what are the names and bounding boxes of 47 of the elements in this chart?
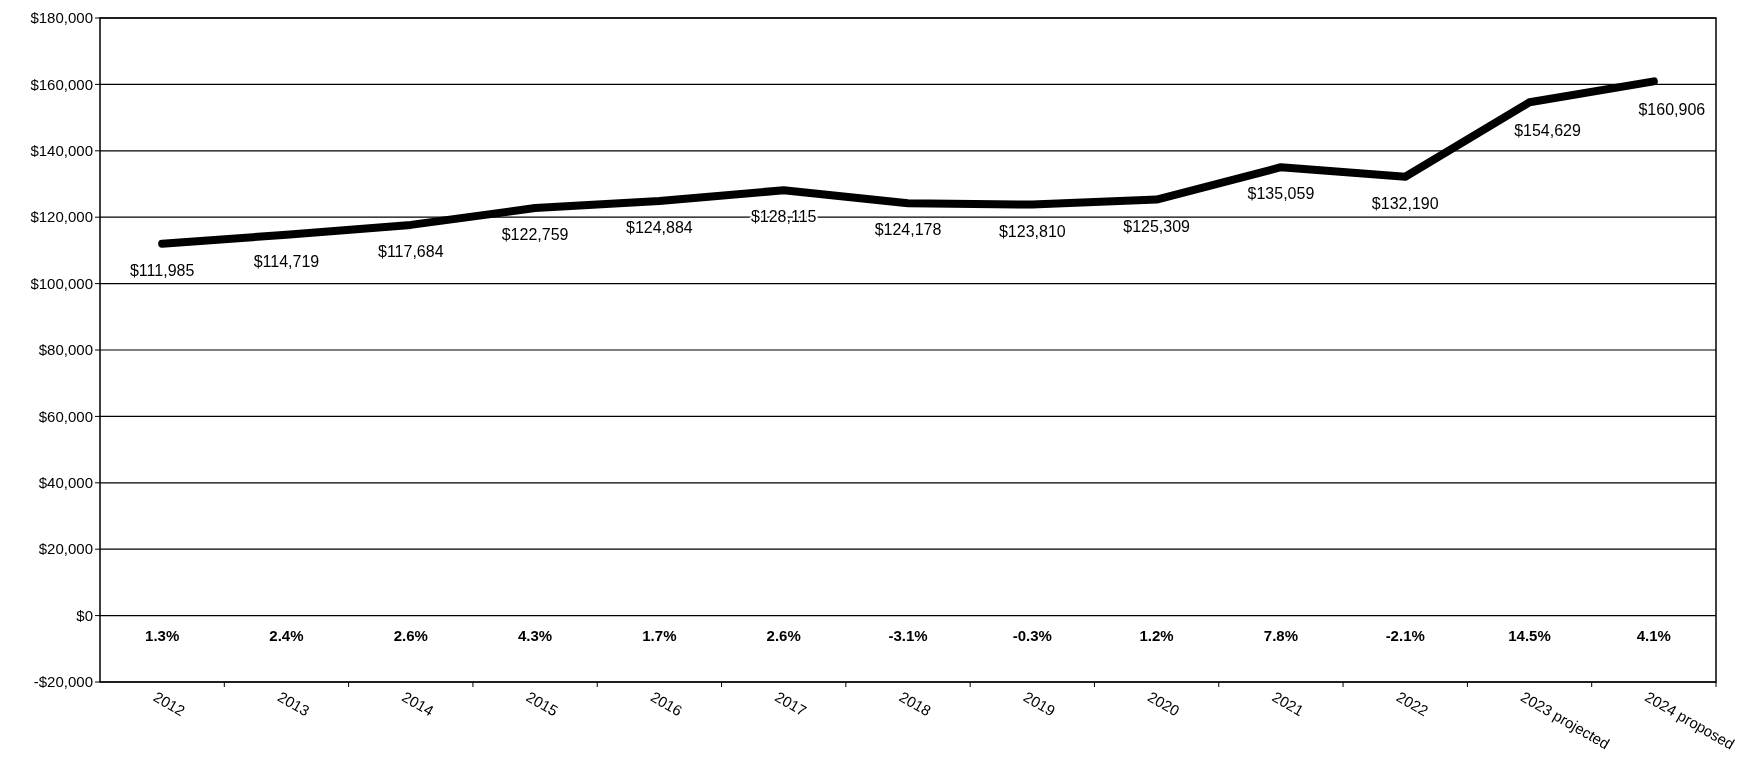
x-tick-label: 2016 xyxy=(647,687,686,720)
annotation: 4.1% xyxy=(1636,626,1671,644)
x-tick-label: 2021 xyxy=(1269,687,1307,720)
y-tick-label: $140,000 xyxy=(30,142,93,160)
y-tick-label: $180,000 xyxy=(30,9,93,27)
x-tick-label: 2022 xyxy=(1393,687,1432,720)
x-tick-label: 2015 xyxy=(523,687,561,720)
data-label: $123,810 xyxy=(998,222,1066,240)
y-tick-label: $20,000 xyxy=(38,540,93,558)
data-label: $154,629 xyxy=(1514,122,1582,140)
data-label: $125,309 xyxy=(1123,217,1191,235)
x-tick-label: 2020 xyxy=(1145,687,1183,720)
data-label: $114,719 xyxy=(253,252,320,270)
data-label: $135,059 xyxy=(1247,185,1315,203)
x-tick-label: 2018 xyxy=(896,687,934,720)
annotation: 7.8% xyxy=(1263,626,1299,644)
annotation: 1.7% xyxy=(642,626,677,644)
annotation: 14.5% xyxy=(1508,626,1551,644)
y-tick-label: $80,000 xyxy=(38,341,93,359)
annotation: 1.3% xyxy=(145,626,180,644)
annotation: -3.1% xyxy=(888,626,928,644)
data-label: $111,985 xyxy=(129,261,195,279)
annotation: 2.6% xyxy=(766,626,801,644)
y-tick-label: $100,000 xyxy=(30,274,93,292)
data-label: $122,759 xyxy=(501,226,569,244)
annotation: 4.3% xyxy=(517,626,553,644)
data-label: $132,190 xyxy=(1371,194,1439,212)
annotation: 1.2% xyxy=(1139,626,1174,644)
data-label: $117,684 xyxy=(378,242,444,260)
data-label: $160,906 xyxy=(1638,101,1706,119)
x-tick-label: 2019 xyxy=(1020,687,1059,720)
y-tick-label: $0 xyxy=(76,606,93,624)
x-tick-label: 2017 xyxy=(772,687,810,720)
annotation: 2.4% xyxy=(269,626,304,644)
x-tick-label: 2012 xyxy=(150,687,189,720)
x-tick-label: 2013 xyxy=(274,687,313,720)
annotation: 2.6% xyxy=(393,626,428,644)
y-tick-label: $40,000 xyxy=(38,474,93,492)
annotation: -0.3% xyxy=(1012,626,1052,644)
data-label: $124,884 xyxy=(626,218,693,236)
annotation: -2.1% xyxy=(1385,626,1425,644)
y-tick-label: $120,000 xyxy=(30,208,93,226)
y-tick-label: $160,000 xyxy=(30,75,93,93)
x-tick-label: 2014 xyxy=(399,687,437,720)
y-tick-label: -$20,000 xyxy=(33,673,93,691)
data-label: $124,178 xyxy=(874,221,942,239)
y-tick-label: $60,000 xyxy=(38,407,93,425)
